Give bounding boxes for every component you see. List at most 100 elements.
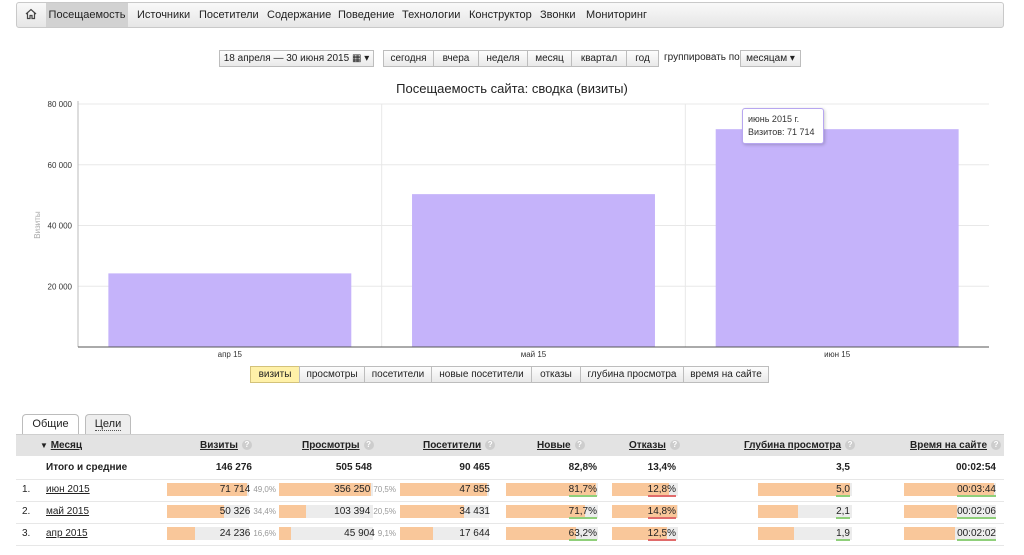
nav-item-monitoring[interactable]: Мониторинг: [586, 9, 648, 21]
table-row[interactable]: 2. май 2015 50 326 34,4% 103 394 20,5% 34 431 7…: [16, 502, 1004, 524]
visits-cell: 50 326 34,4%: [220, 506, 276, 517]
metric-time-button[interactable]: время на сайте: [683, 366, 769, 383]
depth-cell: 5,0: [836, 484, 850, 497]
bounce-cell: 12,8%: [647, 484, 676, 497]
y-tick-label: 80 000: [48, 100, 73, 109]
nav-item-constructor[interactable]: Конструктор: [469, 9, 532, 21]
visitors-bar-fill: [400, 505, 464, 518]
metric-bounce-button[interactable]: отказы: [531, 366, 581, 383]
totals-time: 00:02:54: [955, 462, 996, 473]
col-month-header[interactable]: ▼ Месяц: [40, 440, 82, 451]
depth-value: 1,9: [836, 528, 850, 541]
month-link[interactable]: май 2015: [46, 506, 90, 517]
table-row[interactable]: 3. апр 2015 24 236 16,6% 45 904 9,1% 17 644 63,…: [16, 524, 1004, 546]
totals-depth: 3,5: [836, 462, 850, 473]
col-views-label: Просмотры: [302, 440, 360, 451]
metric-visitors-button[interactable]: посетители: [364, 366, 432, 383]
depth-bar-fill: [758, 483, 850, 496]
calendar-icon: ▦: [351, 53, 362, 64]
visits-share: 49,0%: [253, 485, 276, 494]
col-visits-header[interactable]: Визиты?: [200, 440, 252, 451]
time-value: 00:03:44: [957, 484, 996, 497]
col-bounce-label: Отказы: [629, 440, 666, 451]
totals-visits: 146 276: [215, 462, 252, 473]
help-icon[interactable]: ?: [669, 440, 680, 450]
help-icon[interactable]: ?: [363, 440, 374, 450]
totals-label: Итого и средние: [46, 462, 128, 473]
table-row[interactable]: 1. июн 2015 71 714 49,0% 356 250 70,5% 47 855 8…: [16, 480, 1004, 502]
visitors-cell: 47 855: [459, 484, 490, 495]
visitors-value: 17 644: [459, 528, 490, 539]
col-time-header[interactable]: Время на сайте?: [910, 440, 1002, 451]
totals-bounce: 13,4%: [647, 462, 676, 473]
period-week-button[interactable]: неделя: [478, 50, 528, 67]
month-link[interactable]: июн 2015: [46, 484, 90, 495]
help-icon[interactable]: ?: [991, 440, 1002, 450]
col-month-label: Месяц: [50, 440, 83, 451]
metric-views-button[interactable]: просмотры: [299, 366, 365, 383]
totals-visitors: 90 465: [459, 462, 490, 473]
nav-item-calls[interactable]: Звонки: [540, 9, 576, 21]
new-bar-fill: [506, 505, 585, 518]
home-icon[interactable]: [25, 8, 37, 20]
help-icon[interactable]: ?: [485, 440, 496, 450]
totals-new: 82,8%: [568, 462, 597, 473]
help-icon[interactable]: ?: [574, 440, 585, 450]
visits-bar-fill: [167, 527, 195, 540]
views-bar-fill: [279, 505, 306, 518]
views-bar-fill: [279, 527, 291, 540]
depth-cell: 2,1: [836, 506, 850, 519]
table-header: ▼ Месяц Визиты? Просмотры? Посетители? Н…: [16, 434, 1004, 456]
date-range-text: 18 апреля — 30 июня 2015: [223, 53, 350, 64]
nav-item-content[interactable]: Содержание: [267, 9, 332, 21]
bounce-bar-fill: [612, 505, 677, 518]
group-by-select[interactable]: месяцам ▾: [740, 50, 801, 67]
visitors-value: 34 431: [459, 506, 490, 517]
time-bar-fill: [904, 527, 955, 540]
nav-item-technologies[interactable]: Технологии: [402, 9, 461, 21]
visitors-cell: 34 431: [459, 506, 490, 517]
x-tick-label: июн 15: [824, 350, 851, 359]
views-share: 20,5%: [373, 507, 396, 516]
views-share: 9,1%: [377, 529, 396, 538]
visits-share: 16,6%: [253, 529, 276, 538]
totals-row: Итого и средние 146 276 505 548 90 465 8…: [16, 458, 1004, 480]
bounce-cell: 14,8%: [647, 506, 676, 519]
nav-item-traffic[interactable]: Посещаемость: [46, 3, 128, 27]
new-cell: 71,7%: [568, 506, 597, 519]
tab-general[interactable]: Общие: [22, 414, 79, 434]
time-cell: 00:03:44: [957, 484, 996, 497]
col-new-header[interactable]: Новые?: [537, 440, 585, 451]
col-depth-label: Глубина просмотра: [744, 440, 842, 451]
visitors-bar-fill: [400, 483, 487, 496]
visits-bar-chart: 20 000 40 000 60 000 80 000 апр 15 май 15 июн …: [33, 100, 989, 359]
y-axis-label: Визиты: [33, 211, 42, 239]
metric-depth-button[interactable]: глубина просмотра: [580, 366, 684, 383]
row-number: 2.: [22, 506, 31, 517]
visits-cell: 71 714 49,0%: [220, 484, 276, 495]
metric-visits-button[interactable]: визиты: [250, 366, 300, 383]
visits-share: 34,4%: [253, 507, 276, 516]
visits-value: 24 236: [219, 528, 251, 539]
help-icon[interactable]: ?: [845, 440, 856, 450]
period-year-button[interactable]: год: [626, 50, 659, 67]
col-visitors-header[interactable]: Посетители?: [423, 440, 496, 451]
totals-views: 505 548: [335, 462, 372, 473]
col-views-header[interactable]: Просмотры?: [302, 440, 374, 451]
col-bounce-header[interactable]: Отказы?: [629, 440, 680, 451]
nav-item-sources[interactable]: Источники: [137, 9, 191, 21]
nav-item-behavior[interactable]: Поведение: [338, 9, 395, 21]
col-depth-header[interactable]: Глубина просмотра?: [744, 440, 856, 451]
bounce-bar-fill: [612, 527, 667, 540]
visitors-bar-fill: [400, 527, 433, 540]
tab-goals[interactable]: Цели: [85, 414, 131, 434]
bounce-value: 14,8%: [647, 506, 676, 519]
bounce-bar-fill: [612, 483, 669, 496]
nav-item-visitors[interactable]: Посетители: [199, 9, 259, 21]
help-icon[interactable]: ?: [241, 440, 252, 450]
metric-new-visitors-button[interactable]: новые посетители: [431, 366, 532, 383]
row-number: 1.: [22, 484, 31, 495]
month-link[interactable]: апр 2015: [46, 528, 88, 539]
period-month-button[interactable]: месяц: [527, 50, 572, 67]
date-range-picker[interactable]: 18 апреля — 30 июня 2015 ▦ ▾: [219, 50, 374, 67]
